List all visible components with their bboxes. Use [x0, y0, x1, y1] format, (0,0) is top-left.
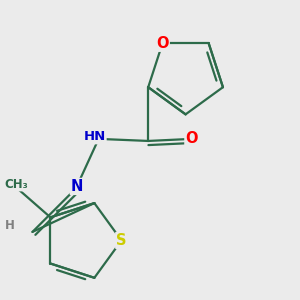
Text: H: H: [5, 219, 15, 232]
Text: O: O: [156, 36, 169, 51]
Text: S: S: [116, 233, 127, 248]
Text: N: N: [71, 179, 83, 194]
Text: HN: HN: [83, 130, 106, 143]
Text: CH₃: CH₃: [4, 178, 28, 191]
Text: O: O: [185, 131, 198, 146]
